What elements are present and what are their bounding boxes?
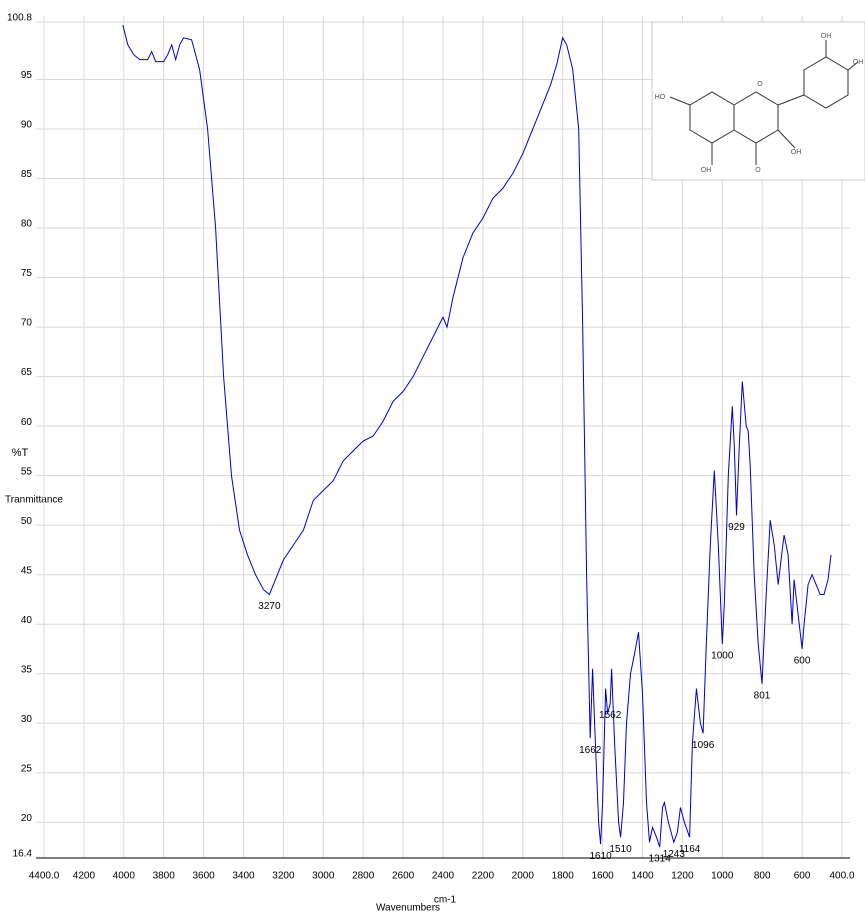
x-tick-label: 3000 [312,871,335,882]
molecule [669,40,859,165]
y-label-top: %T [12,447,29,459]
x-tick-label: 3400 [232,871,255,882]
inset-label: O [755,167,761,174]
spectrum-line [122,24,832,848]
x-tick-label: 3800 [153,871,176,882]
y-tick-label: 55 [21,466,33,477]
x-unit: cm-1 [434,895,457,906]
x-label: Wavenumbers [376,903,440,914]
x-tick-label: 4200 [73,871,96,882]
peak-label: 1562 [599,710,622,721]
peak-label: 600 [794,656,811,667]
inset-label: HO [655,94,666,101]
y-tick-label: 95 [21,70,33,81]
x-tick-label: 400.0 [829,871,854,882]
y-tick-label: 40 [21,615,33,626]
peak-label: 929 [728,522,745,533]
y-label: Tranmittance [5,495,63,506]
y-tick-label: 35 [21,664,33,675]
y-tick-label: 45 [21,565,33,576]
x-tick-label: 2600 [392,871,415,882]
peak-label: 1164 [679,844,701,855]
inset-label: OH [791,149,802,156]
x-tick-label: 3600 [192,871,215,882]
x-tick-label: 1200 [671,871,694,882]
y-tick-label: 30 [21,714,33,725]
x-tick-label: 1600 [591,871,614,882]
y-tick-label: 16.4 [13,849,33,860]
y-tick-label: 60 [21,417,33,428]
structure-inset: OH OH HO OH OH O O [651,21,865,181]
x-tick-label: 4000 [113,871,136,882]
x-tick-label: 2000 [512,871,535,882]
peak-label: 3270 [258,601,281,612]
peak-label: 1510 [609,844,632,855]
peak-label: 1610 [589,851,612,862]
peak-label: 1662 [579,745,602,756]
peak-label: 1000 [711,651,734,662]
inset-label: OH [853,59,864,66]
x-tick-label: 3200 [272,871,295,882]
y-tick-label: 20 [21,813,33,824]
peak-label: 1096 [692,740,715,751]
x-tick-label: 2800 [352,871,375,882]
y-tick-label: 65 [21,367,33,378]
y-tick-label: 100.8 [7,13,32,24]
y-tick-label: 75 [21,268,33,279]
peak-label: 1243 [663,849,686,860]
y-tick-label: 70 [21,318,33,329]
x-tick-label: 600 [794,871,811,882]
x-tick-label: 1800 [552,871,575,882]
y-tick-label: 50 [21,516,33,527]
x-tick-label: 800 [754,871,771,882]
peak-label: 1314 [649,854,672,865]
inset-frame [651,21,865,181]
x-tick-label: 1000 [711,871,734,882]
x-tick-label: 4400.0 [29,871,60,882]
x-tick-label: 1400 [631,871,654,882]
y-tick-label: 90 [21,120,33,131]
y-tick-label: 80 [21,219,33,230]
inset-label: OH [701,167,712,174]
peak-label: 801 [754,690,771,701]
inset-label: O [757,81,763,88]
y-tick-label: 25 [21,763,33,774]
x-tick-label: 2400 [432,871,455,882]
x-tick-label: 2200 [472,871,495,882]
inset-label: OH [821,33,832,40]
y-tick-label: 85 [21,169,33,180]
